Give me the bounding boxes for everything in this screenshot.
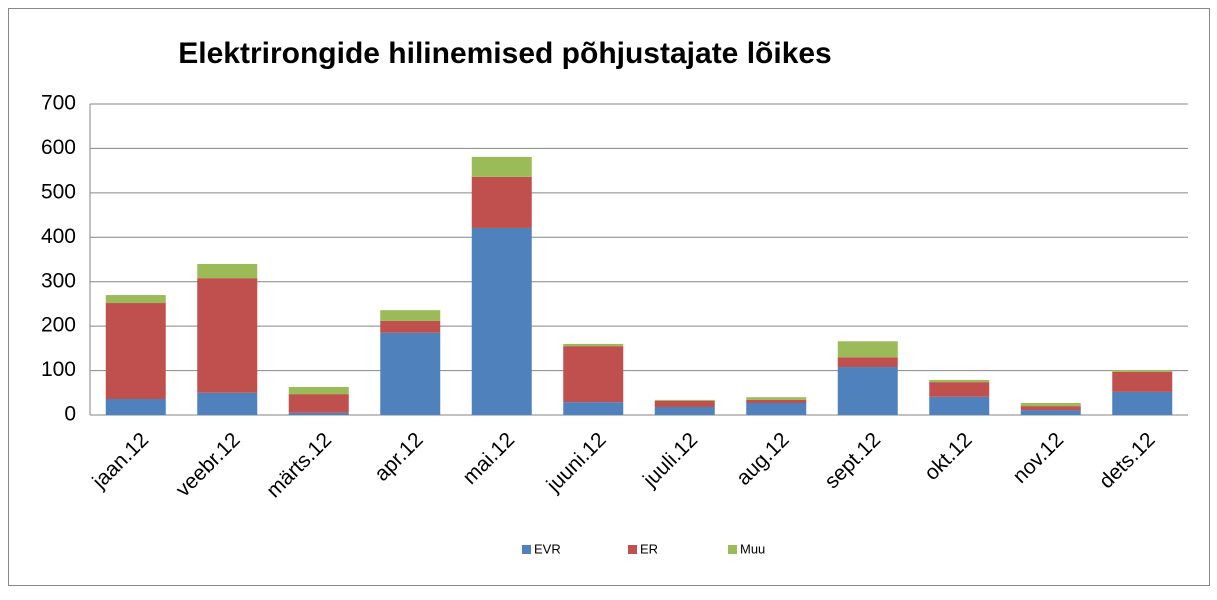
bar-segment — [1112, 391, 1173, 415]
bar-segment — [197, 263, 258, 279]
y-tick-label: 700 — [41, 92, 76, 115]
bar-segment — [1020, 403, 1081, 407]
bar-segment — [471, 176, 532, 228]
bar-segment — [746, 403, 807, 415]
bar-segment — [1112, 370, 1173, 372]
bar-segment — [654, 407, 715, 415]
bar-segment — [563, 346, 624, 403]
bar-segment — [746, 397, 807, 400]
legend-label: ER — [640, 541, 658, 556]
bar-segment — [1020, 406, 1081, 411]
bar-segment — [105, 303, 166, 400]
bar-segment — [746, 399, 807, 404]
bar-segment — [105, 399, 166, 415]
bar-segment — [654, 400, 715, 408]
bar-segment — [380, 332, 441, 415]
bar-segment — [197, 278, 258, 393]
bar-segment — [929, 382, 990, 397]
bar-segment — [929, 379, 990, 383]
bar-segment — [563, 343, 624, 347]
legend-swatch — [728, 545, 737, 554]
legend-swatch — [628, 545, 637, 554]
bar-segment — [380, 320, 441, 333]
bar-segment — [471, 156, 532, 177]
bar-segment — [288, 387, 349, 395]
chart-title: Elektrirongide hilinemised põhjustajate … — [178, 37, 832, 70]
bar-segment — [288, 412, 349, 415]
bar-segment — [471, 227, 532, 415]
legend-swatch — [522, 545, 531, 554]
bar-segment — [929, 396, 990, 415]
y-tick-label: 0 — [64, 403, 76, 426]
bar-segment — [197, 392, 258, 415]
bar-segment — [654, 399, 715, 401]
y-tick-label: 600 — [41, 136, 76, 159]
bar-segment — [288, 394, 349, 413]
y-tick-label: 500 — [41, 180, 76, 203]
bar-segment — [837, 357, 898, 368]
y-tick-label: 300 — [41, 269, 76, 292]
bar-segment — [837, 367, 898, 415]
y-tick-label: 200 — [41, 314, 76, 337]
legend-label: EVR — [534, 541, 561, 556]
legend-label: Muu — [740, 541, 765, 556]
bar-segment — [1112, 371, 1173, 392]
bar-segment — [380, 310, 441, 321]
bar-segment — [563, 402, 624, 415]
bar-segment — [105, 295, 166, 304]
bar-segment — [1020, 410, 1081, 415]
y-tick-label: 100 — [41, 358, 76, 381]
bar-segment — [837, 341, 898, 358]
y-tick-label: 400 — [41, 225, 76, 248]
